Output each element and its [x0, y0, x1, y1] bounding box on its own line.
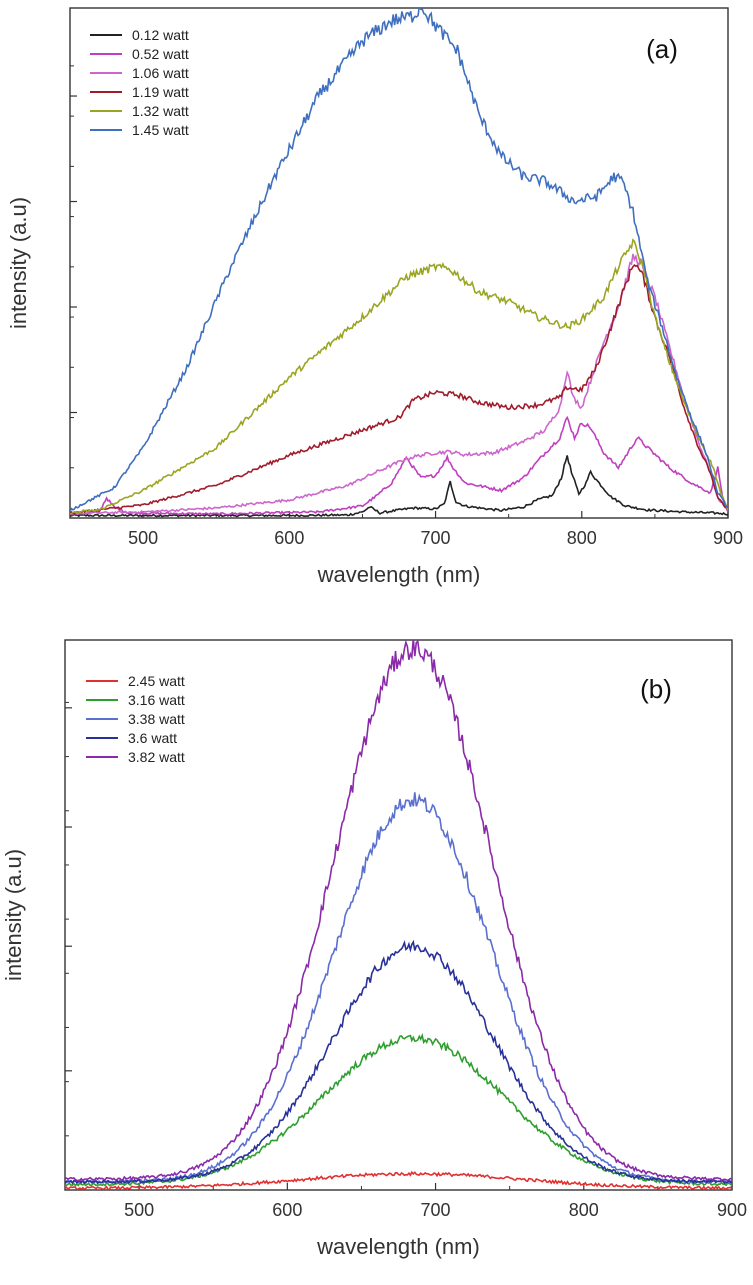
x-tick-label: 500: [128, 528, 158, 548]
legend-label: 1.32 watt: [132, 103, 189, 119]
x-tick-label: 800: [567, 528, 597, 548]
series-line-1: [65, 1032, 732, 1187]
legend-label: 0.52 watt: [132, 46, 189, 62]
x-tick-label: 800: [569, 1200, 599, 1220]
x-tick-label: 600: [274, 528, 304, 548]
legend-label: 1.06 watt: [132, 65, 189, 81]
legend-label: 3.6 watt: [128, 730, 177, 746]
series-line-3: [70, 263, 728, 515]
series-line-0: [70, 455, 728, 518]
series-line-2: [65, 792, 732, 1185]
legend-label: 0.12 watt: [132, 27, 189, 43]
y-axis-label: intensity (a.u): [1, 849, 26, 981]
series-line-0: [65, 1170, 732, 1190]
legend-label: 3.16 watt: [128, 692, 185, 708]
x-tick-label: 600: [272, 1200, 302, 1220]
plot-frame: [64, 639, 733, 1191]
series-line-2: [70, 253, 728, 516]
series-line-3: [65, 939, 732, 1185]
y-axis-label: intensity (a.u): [6, 197, 31, 329]
series-line-4: [65, 640, 732, 1182]
panel-b: 500 600 700 800 900 wavelength (nm) intensity …: [1, 639, 747, 1259]
legend-label: 3.38 watt: [128, 711, 185, 727]
legend-label: 2.45 watt: [128, 673, 185, 689]
x-axis-label: wavelength (nm): [316, 1234, 480, 1259]
x-tick-label: 900: [713, 528, 743, 548]
series-line-1: [70, 415, 728, 517]
panel-a: 500 600 700 800 900 wavelength (nm) intensity …: [6, 7, 743, 587]
plot-frame: [69, 7, 729, 519]
x-axis-label: wavelength (nm): [317, 562, 481, 587]
x-tick-label: 500: [124, 1200, 154, 1220]
legend-label: 1.19 watt: [132, 84, 189, 100]
x-tick-label: 700: [421, 528, 451, 548]
panel-label: (a): [646, 34, 678, 64]
legend-label: 1.45 watt: [132, 122, 189, 138]
series-line-5: [70, 8, 728, 512]
x-tick-label: 700: [421, 1200, 451, 1220]
series-line-4: [70, 238, 728, 515]
panel-label: (b): [640, 674, 672, 704]
legend-label: 3.82 watt: [128, 749, 185, 765]
x-tick-label: 900: [717, 1200, 747, 1220]
